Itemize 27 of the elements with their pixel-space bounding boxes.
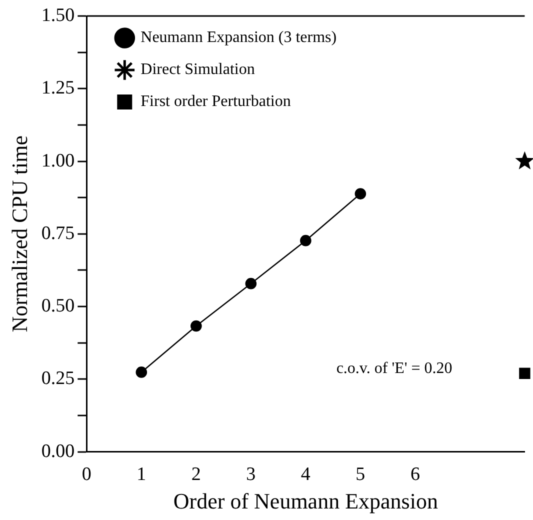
x-tick-label: 0 [82, 464, 92, 486]
y-tick-label: 1.25 [41, 78, 75, 99]
y-tick-label: 1.50 [41, 4, 75, 26]
x-tick-label: 4 [300, 464, 311, 486]
y-axis-title: Normalized CPU time [6, 136, 32, 332]
point [245, 278, 257, 290]
legend-label: Direct Simulation [140, 61, 255, 78]
y-tick-label: 0.75 [41, 222, 75, 244]
x-tick-label: 3 [246, 464, 256, 486]
point [190, 320, 202, 332]
x-tick-label: 1 [136, 464, 146, 486]
x-tick-label: 6 [410, 464, 420, 486]
x-axis-title: Order of Neumann Expansion [173, 488, 438, 514]
point [354, 188, 366, 200]
y-tick-label: 1.00 [41, 150, 75, 172]
legend-label: Neumann Expansion (3 terms) [140, 29, 337, 46]
x-tick-label: 5 [356, 464, 366, 486]
y-tick-label: 0.50 [41, 296, 75, 317]
annotation: c.o.v. of 'E' = 0.20 [336, 360, 452, 378]
point [136, 366, 148, 378]
y-tick-label: 0.25 [41, 368, 75, 390]
point [519, 368, 530, 379]
y-tick-label: 0.00 [41, 440, 75, 462]
point [515, 151, 533, 170]
x-tick-label: 2 [191, 464, 201, 486]
point [300, 234, 312, 246]
legend-label: First order Perturbation [140, 93, 291, 110]
